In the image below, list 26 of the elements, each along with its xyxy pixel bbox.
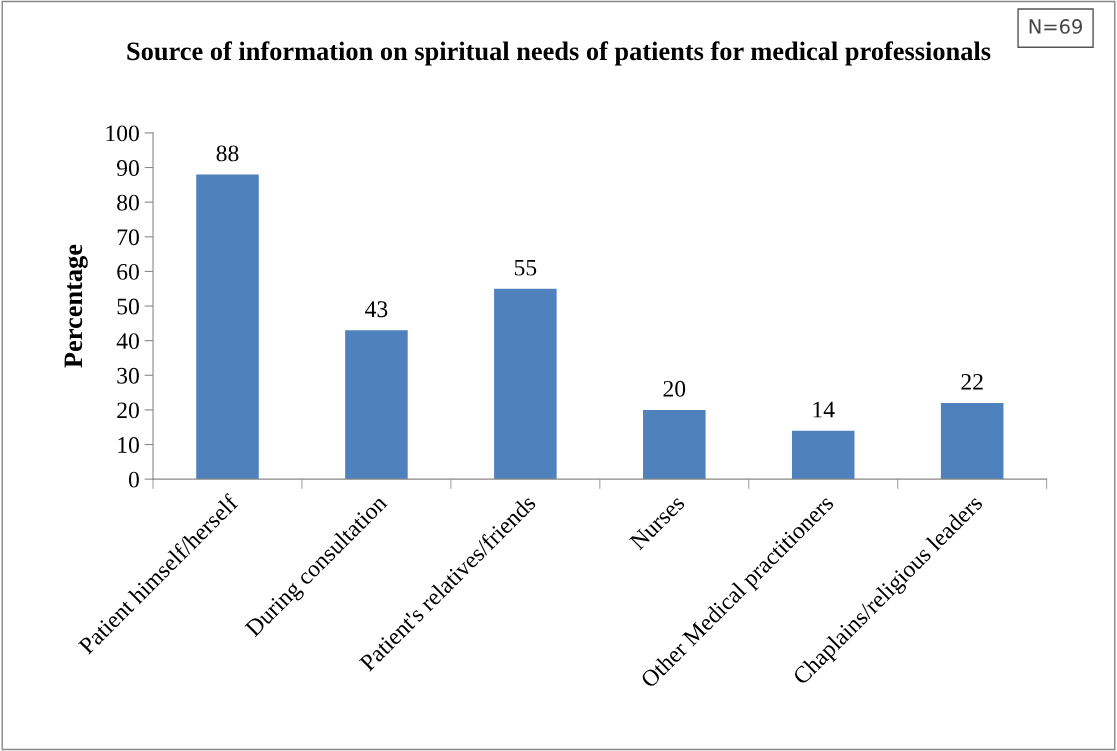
data-label: 20 [663,380,686,397]
y-tick-label: 70 [117,229,139,246]
bar [940,402,1004,480]
y-tick-label: 90 [116,160,139,176]
bar [494,288,557,480]
data-label: 22 [961,373,983,390]
data-label: 14 [813,401,835,418]
y-tick-label: 60 [117,263,139,280]
data-label: 55 [514,259,537,276]
chart-title: Source of information on spiritual needs of patients for medical professionals [127,41,991,66]
bar [643,409,706,480]
text: N=69 [1029,19,1082,34]
bar [196,174,259,480]
data-label: 88 [216,145,239,162]
y-tick-label: 80 [117,194,139,211]
y-axis-title: Percentage [64,244,88,368]
y-tick-label: 40 [116,333,139,350]
bar [791,430,855,480]
y-tick-label: 30 [117,367,139,384]
y-tick-label: 50 [117,298,139,315]
y-tick-label: 10 [118,437,139,453]
y-tick-label: 0 [128,471,139,488]
y-tick-label: 20 [117,402,139,419]
y-tick-label: 100 [106,125,139,142]
data-label: 43 [365,301,388,318]
bar [345,330,408,480]
